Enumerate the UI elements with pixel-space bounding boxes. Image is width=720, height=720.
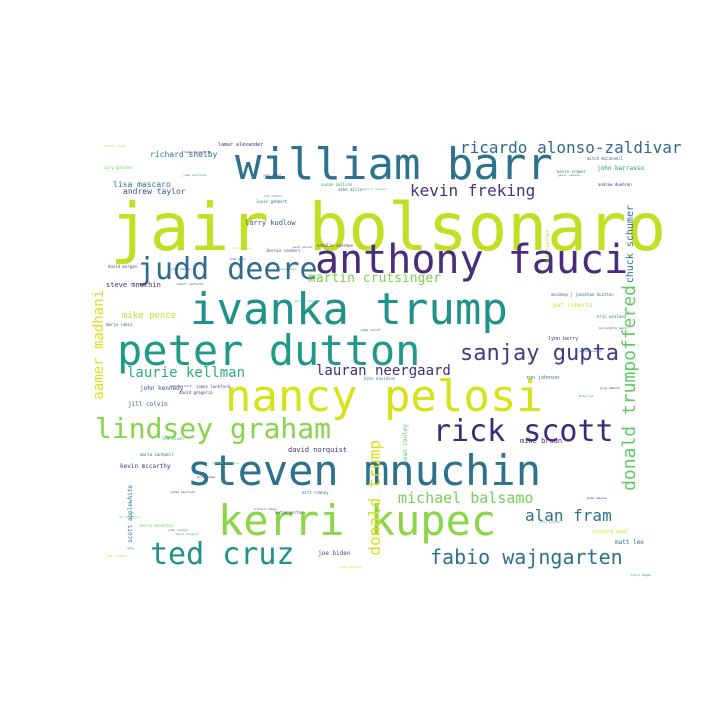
word-andrew-cuomo: andrew cuomo [104, 144, 126, 148]
word-sanjay-gupta: sanjay gupta [460, 341, 619, 366]
word-kevin-cramer: kevin cramer [557, 169, 586, 174]
word-william-barr: william barr [235, 139, 553, 190]
word-brian-kemp: brian kemp [197, 475, 216, 479]
word-laurie-kellman: laurie kellman [127, 365, 246, 381]
word-fabio-wajngarten: fabio wajngarten [430, 545, 623, 569]
word-jair-bolsonaro: jair bolsonaro [110, 189, 667, 266]
word-richard-shelby: richard shelby [150, 150, 218, 159]
word-james-lankford: james lankford [196, 384, 230, 389]
word-bernie-sanders: bernie sanders [267, 248, 301, 253]
word-andrew-taylor: andrew taylor [123, 187, 186, 196]
word-ivanka-trump: ivanka trump [190, 284, 508, 335]
word-mike-braun: mike braun [520, 437, 563, 445]
word-richard-roben: richard roben [253, 507, 277, 511]
word-katie-porter: katie porter [275, 510, 304, 515]
word-john-cornyn: john cornyn [168, 528, 188, 532]
word-kevin-freking: kevin freking [410, 181, 536, 200]
word-ted-cruz: ted cruz [150, 537, 295, 572]
word-ron-johnson: ron johnson [526, 375, 560, 381]
word-lynn-berry: lynn berry [548, 336, 579, 342]
word-kerri-kupec: kerri kupec [218, 496, 497, 545]
word-david-gregorio: david gregorio [179, 390, 213, 395]
word-kevin-mccarthy: kevin mccarthy [120, 463, 171, 470]
word-rick-scott: rick scott [433, 414, 614, 449]
word-gavin-newsom: gavin newsom [558, 173, 580, 177]
word-pat-roberts: pat roberts [553, 302, 593, 309]
word-greg-abbott: greg abbott [600, 386, 620, 390]
word-steve-mnuchin: steve mnuchin [106, 281, 161, 289]
word-judd-deere: judd deere [137, 252, 318, 287]
word-chris-coons: chris coons [232, 246, 252, 250]
word-tammy-duckworth: tammy duckworth [184, 150, 212, 154]
word-nancy-pelosi: nancy pelosi [225, 371, 543, 422]
word-alex-azar: alex azar [280, 267, 297, 271]
word-mark-meadows: mark meadows [340, 565, 362, 569]
word-rand-paul: rand paul [229, 257, 246, 261]
word-jake-sullivan: jake sullivan [183, 173, 207, 177]
word-natalie-andrews: natalie andrews [317, 243, 354, 248]
word-steven-mnuchin: steven mnuchin [187, 446, 542, 495]
word-mccdoep-jonathan-huzzten: mccdoep j jonathan huzzten [551, 292, 614, 297]
word-phil-murphy: phil murphy [540, 520, 560, 524]
word-larry-hogan: larry hogan [631, 573, 651, 577]
word-susan-collins: susan collins [321, 182, 353, 187]
word-ricardo-alonso-zaldivar: ricardo alonso-zaldivar [460, 138, 682, 157]
word-lamar-alexander: lamar alexander [218, 142, 264, 148]
word-kevin-hassett: kevin hassett [364, 187, 388, 191]
word-lindsey-graham: lindsey graham [95, 412, 332, 445]
word-kate-davidson: kate davidson [364, 376, 396, 381]
word-mike-lee: mike lee [579, 394, 594, 398]
word-maria-cantwell: maria cantwell [140, 452, 174, 457]
word-matt-lee: matt lee [615, 539, 644, 546]
word-joni-ernst: joni ernst [263, 173, 282, 177]
word-lauran-neergaard: lauran neergaard [316, 363, 451, 379]
word-john-kennedy: john kennedy [140, 385, 184, 392]
word-adam-schiff: adam schiff [361, 328, 381, 332]
word-jaime-harrison: jaime harrison [170, 490, 196, 494]
word-david-morgan: david morgan [108, 264, 137, 269]
word-mike-dewine: mike dewine [587, 496, 607, 500]
word-ron-desantis: ron desantis [118, 515, 140, 519]
word-david-norquist: david norquist [288, 446, 348, 454]
word-john-dingell: john dingell [106, 554, 128, 558]
word-anthony-fauci: anthony fauci [315, 237, 629, 283]
word-ted-olson: ted olson [162, 436, 184, 441]
word-john-barrasso: john barrasso [597, 165, 644, 172]
word-lisa-mascaro: lisa mascaro [113, 180, 171, 189]
word-mitch-mcconnell: mitch mcconnell [587, 156, 624, 161]
word-chuck-schumer: chuck schumer [625, 205, 636, 284]
word-eric-wieland: eric wieland [597, 314, 626, 319]
word-alan-fram: alan fram [525, 506, 612, 525]
word-peter-dutton: peter dutton [117, 326, 421, 375]
word-larry-kudlow: larry kudlow [245, 219, 296, 227]
word-jerome-powell: jerome powell [578, 349, 602, 353]
word-joe-biden: joe biden [318, 550, 351, 557]
word-mark-warner: mark warner [293, 245, 313, 249]
word-josh-hawley: josh hawley [171, 267, 191, 271]
word-deborah-birx: deborah birx [170, 384, 192, 388]
word-michael-balsamo: michael balsamo [398, 489, 534, 507]
word-donald-trump: donald trump [365, 440, 384, 556]
word-david-wingerd: david wingerd [175, 532, 199, 536]
word-mitt-romney: mitt romney [302, 490, 329, 495]
word-deb-fischer: deb fischer [545, 230, 551, 264]
word-richard-neal: richard neal [592, 529, 629, 535]
word-mario-rubio: mario rubio [106, 322, 133, 327]
word-sean-conley: sean conley [402, 424, 409, 464]
word-hakeem-jeffries: hakeem jeffries [212, 461, 240, 465]
word-andrew-duehren: andrew duehren [598, 182, 632, 187]
word-martin-crutsinger: martin crutsinger [308, 271, 442, 286]
word-mike-pence: mike pence [122, 311, 177, 321]
word-cory-gardner: cory gardner [104, 165, 133, 170]
word-elaine-chao: elaine chao [295, 299, 315, 303]
word-aamer-madhani: aamer madhani [91, 290, 107, 400]
word-robert-redfield: robert redfield [176, 282, 204, 286]
word-bernadette-gaudr: bernadette gaudr [599, 326, 628, 330]
word-louie-gohmert: louie gohmert [256, 199, 288, 204]
word-zeke-miller: zeke miller [338, 187, 365, 192]
word-tom-cotton: tom cotton [264, 194, 283, 198]
word-henry-mcmaster: henry mcmaster [140, 523, 174, 528]
word-jill-colvin: jill colvin [128, 401, 168, 408]
